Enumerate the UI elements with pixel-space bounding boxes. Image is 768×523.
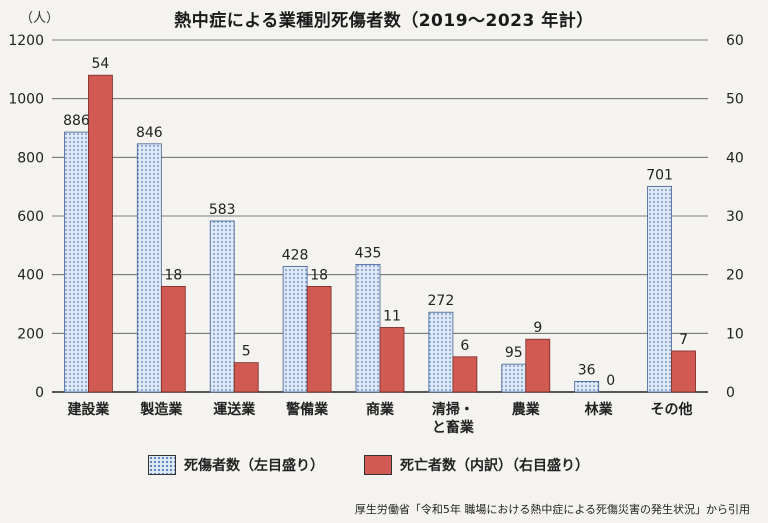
legend-item-deaths: 死亡者数（内訳）（右目盛り） xyxy=(364,455,589,475)
casualty-bar xyxy=(136,143,162,393)
right-tick-label: 40 xyxy=(726,150,744,166)
legend-swatch-casualties xyxy=(148,455,176,475)
death-value-label: 18 xyxy=(310,267,328,283)
category-label: 警備業 xyxy=(286,401,329,418)
casualty-value-label: 435 xyxy=(355,245,382,261)
right-tick-label: 0 xyxy=(726,385,735,401)
legend-label-casualties: 死傷者数（左目盛り） xyxy=(184,458,324,474)
death-value-label: 54 xyxy=(92,56,110,72)
category-label: 製造業 xyxy=(139,401,183,418)
death-value-label: 7 xyxy=(679,332,688,348)
death-value-label: 9 xyxy=(533,320,542,336)
right-tick-label: 60 xyxy=(726,33,744,49)
death-bar xyxy=(160,285,186,393)
right-tick-label: 30 xyxy=(726,209,744,225)
death-bar xyxy=(306,285,332,393)
casualty-value-label: 701 xyxy=(646,167,673,183)
casualty-value-label: 428 xyxy=(282,247,309,263)
casualty-bar xyxy=(574,381,600,393)
category-label: 運送業 xyxy=(213,401,256,418)
death-bar xyxy=(452,356,478,393)
right-tick-label: 50 xyxy=(726,92,744,108)
casualty-value-label: 583 xyxy=(209,202,236,218)
casualty-bar xyxy=(209,220,235,393)
chart-title: 熱中症による業種別死傷者数（2019〜2023 年計） xyxy=(174,11,594,31)
legend: 死傷者数（左目盛り） 死亡者数（内訳）（右目盛り） xyxy=(148,455,589,475)
category-label: と畜業 xyxy=(432,419,475,436)
casualty-bar xyxy=(428,311,454,393)
casualty-bar xyxy=(647,185,672,393)
right-tick-label: 20 xyxy=(726,268,744,284)
death-value-label: 5 xyxy=(242,344,251,360)
casualty-value-label: 886 xyxy=(63,113,90,129)
source-note: 厚生労働省「令和5年 職場における熱中症による死傷災害の発生状況」から引用 xyxy=(354,503,750,516)
category-label: 林業 xyxy=(585,401,614,418)
death-bar xyxy=(88,74,113,393)
casualty-value-label: 272 xyxy=(428,293,455,309)
category-label: 農業 xyxy=(512,401,541,418)
category-label: 商業 xyxy=(366,401,395,418)
death-value-label: 0 xyxy=(606,373,615,389)
casualty-value-label: 36 xyxy=(578,362,596,378)
left-tick-label: 1200 xyxy=(8,33,44,49)
casualty-value-label: 846 xyxy=(136,125,163,141)
casualty-bar xyxy=(501,363,527,393)
death-value-label: 6 xyxy=(460,338,469,354)
left-tick-label: 400 xyxy=(17,268,44,284)
left-tick-label: 600 xyxy=(17,209,44,225)
death-bar xyxy=(525,338,551,393)
category-label: 清掃・ xyxy=(432,401,474,418)
legend-label-deaths: 死亡者数（内訳）（右目盛り） xyxy=(400,458,589,474)
casualty-bar xyxy=(64,131,89,393)
left-tick-label: 200 xyxy=(17,326,44,342)
death-value-label: 18 xyxy=(164,267,182,283)
casualty-bar xyxy=(282,266,308,393)
death-bar xyxy=(233,362,259,393)
left-axis-unit: （人） xyxy=(20,11,60,26)
death-bar xyxy=(671,350,696,393)
left-tick-label: 800 xyxy=(17,150,44,166)
left-tick-label: 1000 xyxy=(8,92,44,108)
category-label: その他 xyxy=(651,401,693,418)
legend-swatch-deaths xyxy=(364,455,392,475)
legend-item-casualties: 死傷者数（左目盛り） xyxy=(148,455,324,475)
left-tick-label: 0 xyxy=(35,385,44,401)
death-bar xyxy=(379,327,405,393)
right-tick-label: 10 xyxy=(726,326,744,342)
death-value-label: 11 xyxy=(383,308,401,324)
casualty-value-label: 95 xyxy=(505,345,523,361)
casualty-bar xyxy=(355,263,381,393)
category-label: 建設業 xyxy=(67,401,110,418)
